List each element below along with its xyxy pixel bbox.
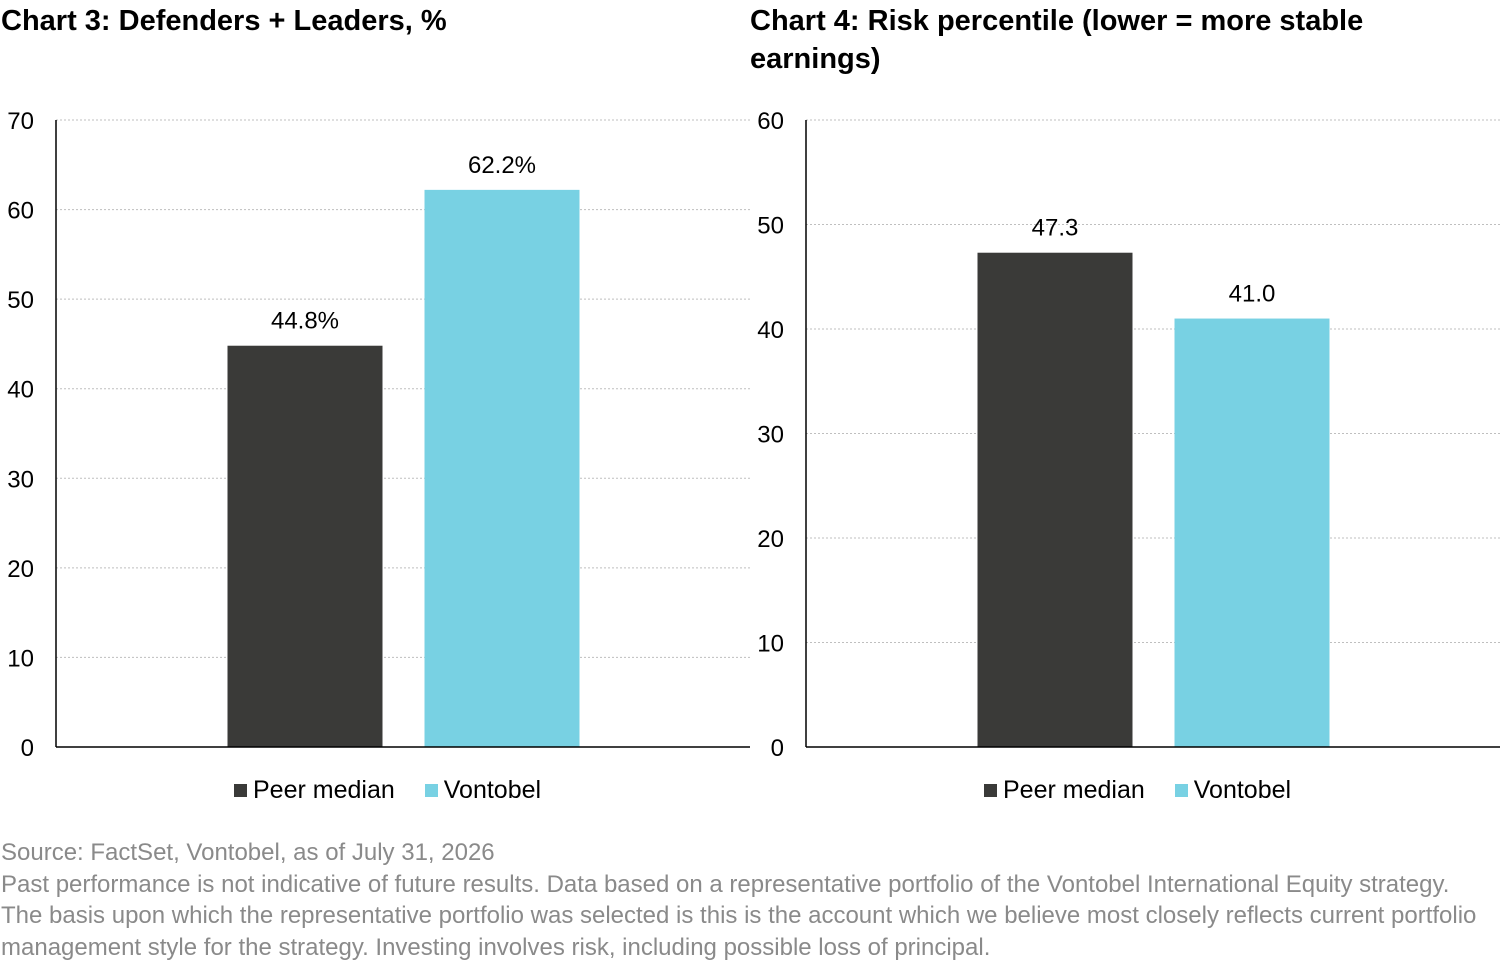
- y-tick-label: 10: [757, 631, 784, 658]
- y-tick-label: 50: [7, 287, 34, 314]
- y-tick-label: 0: [21, 735, 34, 762]
- legend-label-peer-median: Peer median: [1003, 775, 1145, 804]
- y-tick-label: 40: [7, 377, 34, 404]
- legend-label-vontobel: Vontobel: [443, 775, 542, 804]
- chart-3-legend: Peer median Vontobel: [234, 774, 541, 806]
- source-note: Source: FactSet, Vontobel, as of July 31…: [1, 839, 495, 866]
- y-tick-label: 40: [757, 317, 784, 344]
- footer-notes: Source: FactSet, Vontobel, as of July 31…: [1, 837, 1496, 963]
- bar-peer-median: [977, 252, 1133, 747]
- y-tick-label: 30: [7, 466, 34, 493]
- y-tick-label: 70: [7, 108, 34, 135]
- y-tick-label: 60: [7, 198, 34, 225]
- data-label-peer-median: 44.8%: [271, 308, 339, 335]
- data-label-vontobel: 41.0: [1229, 281, 1276, 308]
- y-tick-label: 60: [757, 108, 784, 135]
- legend-item-peer-median: Peer median: [234, 776, 395, 805]
- data-label-peer-median: 47.3: [1032, 215, 1079, 242]
- legend-item-vontobel: Vontobel: [1174, 775, 1292, 805]
- bar-vontobel: [1174, 318, 1330, 747]
- data-label-vontobel: 62.2%: [468, 152, 536, 179]
- legend-swatch-peer-median: [984, 783, 997, 797]
- legend-swatch-peer-median: [234, 783, 247, 797]
- y-tick-label: 20: [757, 526, 784, 553]
- bar-peer-median: [227, 345, 383, 747]
- chart-4-legend: Peer median Vontobel: [984, 774, 1291, 806]
- y-tick-label: 20: [7, 556, 34, 583]
- chart-3-plot: 0 10 20 30 40 50 60 70 44.8% 62.2%: [7, 108, 750, 762]
- legend-item-peer-median: Peer median: [984, 776, 1145, 805]
- legend-label-peer-median: Peer median: [253, 775, 395, 804]
- legend-swatch-vontobel: [1174, 783, 1188, 797]
- chart-3-title: Chart 3: Defenders + Leaders, %: [1, 5, 447, 37]
- y-tick-label: 10: [7, 645, 34, 672]
- y-tick-label: 50: [757, 213, 784, 240]
- y-tick-label: 0: [771, 735, 784, 762]
- legend-swatch-vontobel: [424, 783, 438, 797]
- disclaimer-note: Past performance is not indicative of fu…: [1, 870, 1477, 961]
- bar-vontobel: [424, 189, 580, 747]
- chart-4-title: Chart 4: Risk percentile (lower = more s…: [750, 5, 1364, 75]
- y-tick-label: 30: [757, 422, 784, 449]
- chart-4-plot: 0 10 20 30 40 50 60 47.3 41.0: [757, 108, 1500, 762]
- legend-item-vontobel: Vontobel: [424, 775, 542, 805]
- legend-label-vontobel: Vontobel: [1193, 775, 1292, 804]
